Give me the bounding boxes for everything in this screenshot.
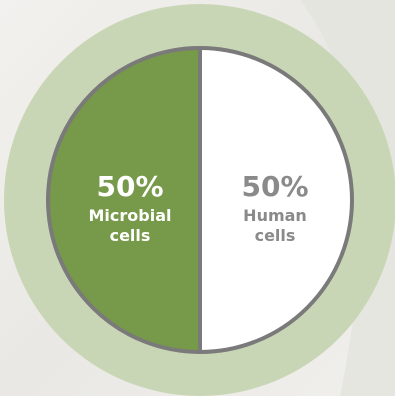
slice-name-label: Microbial [89, 206, 172, 225]
slice-name-label-line2: cells [110, 226, 151, 245]
pie-slices [48, 48, 352, 352]
slice-percent-label: 50% [241, 170, 308, 203]
pie-slice-microbial [48, 48, 200, 352]
slice-percent-label: 50% [96, 170, 163, 203]
pie-slice-human [200, 48, 352, 352]
slice-label-microbial: 50% Microbial cells [89, 170, 172, 245]
slice-name-label-line2: cells [255, 226, 296, 245]
slice-label-human: 50% Human cells [241, 170, 308, 245]
slice-name-label: Human [243, 206, 307, 225]
background-swish [300, 0, 395, 396]
